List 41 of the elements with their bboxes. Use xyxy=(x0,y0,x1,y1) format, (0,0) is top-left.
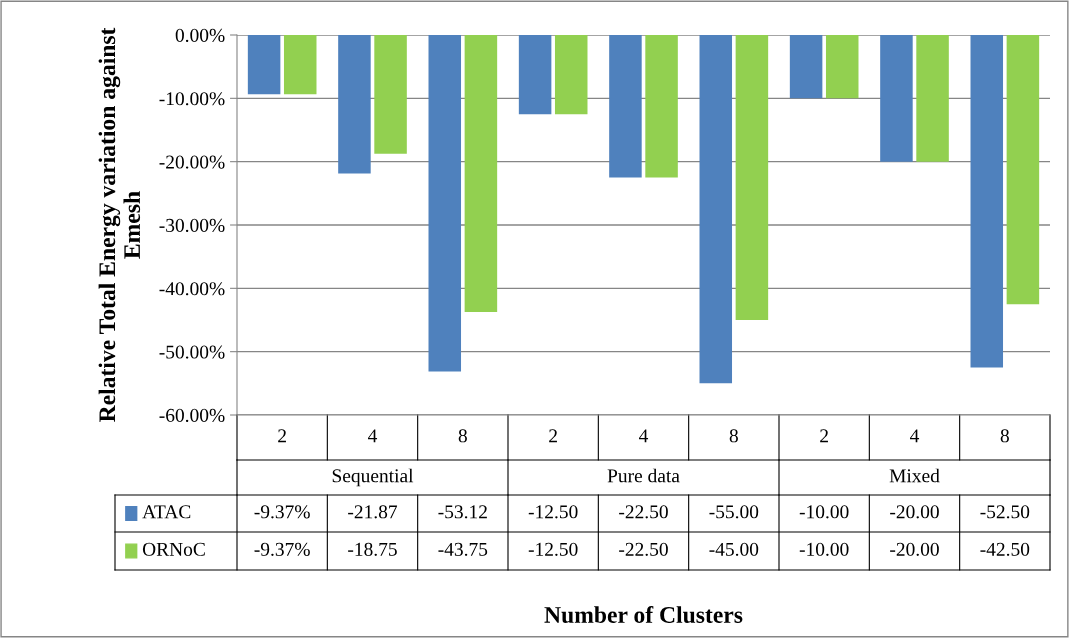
text: Mixed xyxy=(889,468,940,483)
x-tick-label: 4 xyxy=(639,429,649,443)
data-label: -45.00 xyxy=(709,542,759,556)
x-tick-label: 4 xyxy=(910,429,920,443)
y-tick-label: 0.00% xyxy=(175,28,225,43)
data-label: -20.00 xyxy=(890,505,939,519)
y-tick-label: -50.00% xyxy=(159,345,225,359)
text: Sequential xyxy=(332,468,414,487)
data-label: -12.50 xyxy=(528,505,578,519)
data-label: -12.50 xyxy=(528,542,578,556)
data-label: -9.37% xyxy=(254,542,310,556)
y-tick-label: -40.00% xyxy=(159,282,225,296)
legend-label: ATAC xyxy=(142,505,191,519)
y-tick-label: -10.00% xyxy=(159,92,225,106)
data-label: -10.00 xyxy=(799,505,849,519)
y-axis-title: Relative Total Energy variation against Emesh xyxy=(98,27,141,423)
x-tick-label: 2 xyxy=(278,429,286,443)
data-label: -43.75 xyxy=(438,542,488,556)
x-tick-label: 8 xyxy=(729,429,738,443)
data-label: -52.50 xyxy=(980,505,1030,519)
data-label: -20.00 xyxy=(890,542,939,556)
data-label: -42.50 xyxy=(980,542,1030,556)
text: Number of Clusters xyxy=(544,606,743,623)
data-label: -10.00 xyxy=(799,542,849,556)
data-label: -53.12 xyxy=(438,505,487,519)
data-label: -55.00 xyxy=(709,505,759,519)
x-tick-label: 8 xyxy=(458,429,467,443)
y-tick-label: -60.00% xyxy=(159,408,225,423)
y-tick-label: -30.00% xyxy=(159,218,225,233)
data-label: -22.50 xyxy=(619,542,668,556)
legend-label: ORNoC xyxy=(142,542,205,556)
data-label: -22.50 xyxy=(619,505,668,519)
y-tick-label: -20.00% xyxy=(159,155,225,169)
data-label: -9.37% xyxy=(254,505,310,519)
x-tick-label: 4 xyxy=(368,429,378,443)
x-tick-label: 2 xyxy=(549,429,557,443)
text: Pure data xyxy=(607,468,680,483)
data-label: -21.87 xyxy=(348,505,398,519)
data-label: -18.75 xyxy=(348,542,397,556)
x-tick-label: 2 xyxy=(820,429,828,443)
x-tick-label: 8 xyxy=(1000,429,1009,443)
